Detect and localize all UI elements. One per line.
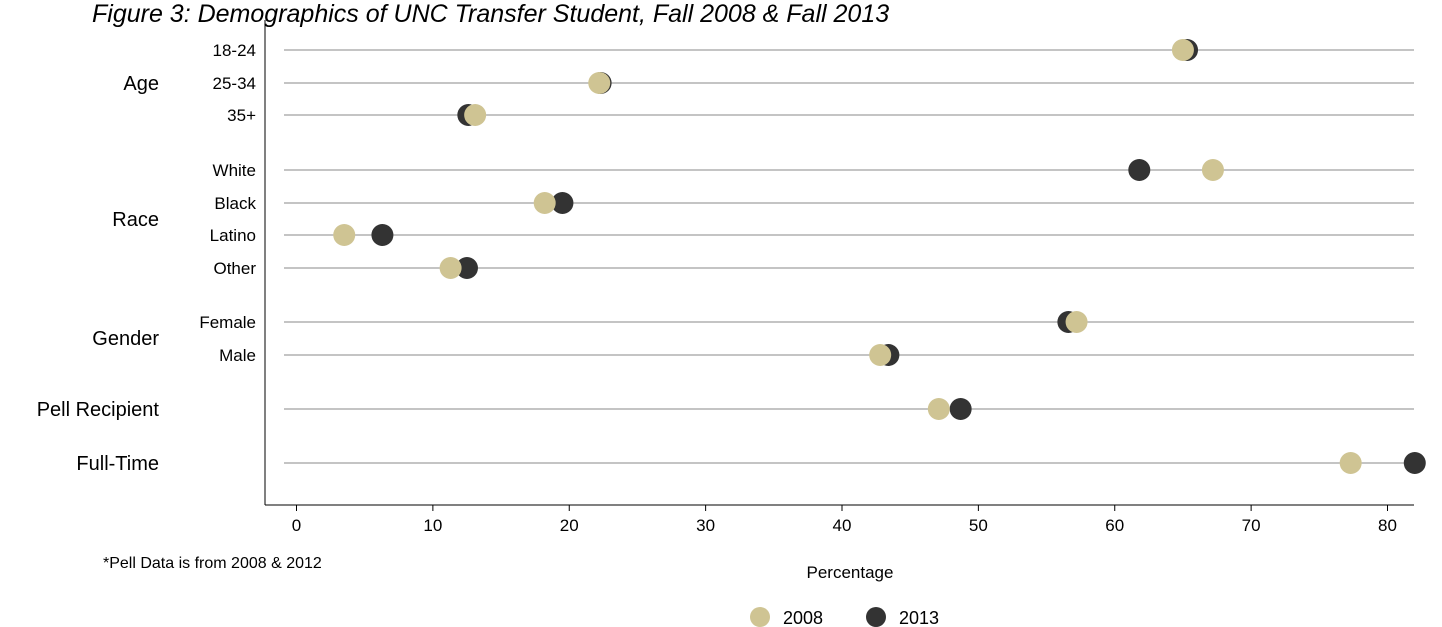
x-tick-label: 80 <box>1378 516 1397 535</box>
legend-label: 2008 <box>783 608 823 627</box>
x-tick-label: 0 <box>292 516 301 535</box>
point-2008 <box>439 257 462 279</box>
group-label: Pell Recipient <box>37 399 160 421</box>
point-2008 <box>533 192 556 214</box>
group-label: Gender <box>92 328 159 350</box>
point-2008 <box>869 344 892 366</box>
category-label: 35+ <box>227 106 256 125</box>
group-label: Age <box>123 73 159 95</box>
group-label: Full-Time <box>76 453 159 475</box>
category-labels: 18-24 25-34 35+ White Black Latino Other Female… <box>199 41 256 365</box>
x-tick-label: 60 <box>1105 516 1124 535</box>
x-tick-label: 20 <box>560 516 579 535</box>
x-tick-label: 70 <box>1242 516 1261 535</box>
legend-marker-2008 <box>750 607 770 627</box>
grid-lines <box>284 49 1414 464</box>
point-2008 <box>1171 39 1194 61</box>
chart-title: Figure 3: Demographics of UNC Transfer S… <box>92 0 889 28</box>
x-tick-label: 40 <box>833 516 852 535</box>
point-2008 <box>333 224 356 246</box>
data-points <box>333 39 1426 474</box>
x-tick-label: 30 <box>696 516 715 535</box>
point-2008 <box>464 104 487 126</box>
point-2008 <box>1339 452 1362 474</box>
point-2013 <box>455 257 478 279</box>
category-label: 25-34 <box>213 74 256 93</box>
category-label: Other <box>213 259 256 278</box>
legend: 2008 2013 <box>750 607 939 627</box>
group-labels: Age Race Gender Pell Recipient Full-Time <box>37 73 160 475</box>
point-2013 <box>1128 159 1151 181</box>
x-tick-label: 50 <box>969 516 988 535</box>
legend-label: 2013 <box>899 608 939 627</box>
x-axis-label: Percentage <box>807 563 894 582</box>
x-axis-ticks: 0 10 20 30 40 50 60 70 80 <box>292 505 1397 535</box>
point-2013 <box>551 192 574 214</box>
category-label: 18-24 <box>213 41 256 60</box>
point-2008 <box>1065 311 1088 333</box>
point-2013 <box>371 224 394 246</box>
category-label: Black <box>214 194 256 213</box>
axes <box>264 20 1414 506</box>
category-label: Female <box>199 313 256 332</box>
category-label: Male <box>219 346 256 365</box>
legend-marker-2013 <box>866 607 886 627</box>
category-label: Latino <box>210 226 256 245</box>
point-2008 <box>1201 159 1224 181</box>
group-label: Race <box>112 209 159 231</box>
point-2013 <box>949 398 972 420</box>
point-2013 <box>1403 452 1426 474</box>
point-2008 <box>588 72 611 94</box>
point-2008 <box>927 398 950 420</box>
x-tick-label: 10 <box>423 516 442 535</box>
footnote: *Pell Data is from 2008 & 2012 <box>103 555 322 572</box>
category-label: White <box>213 161 256 180</box>
